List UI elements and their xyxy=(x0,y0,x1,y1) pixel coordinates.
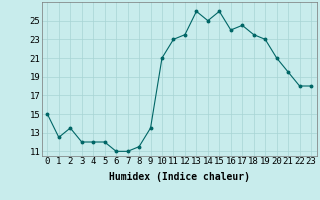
X-axis label: Humidex (Indice chaleur): Humidex (Indice chaleur) xyxy=(109,172,250,182)
